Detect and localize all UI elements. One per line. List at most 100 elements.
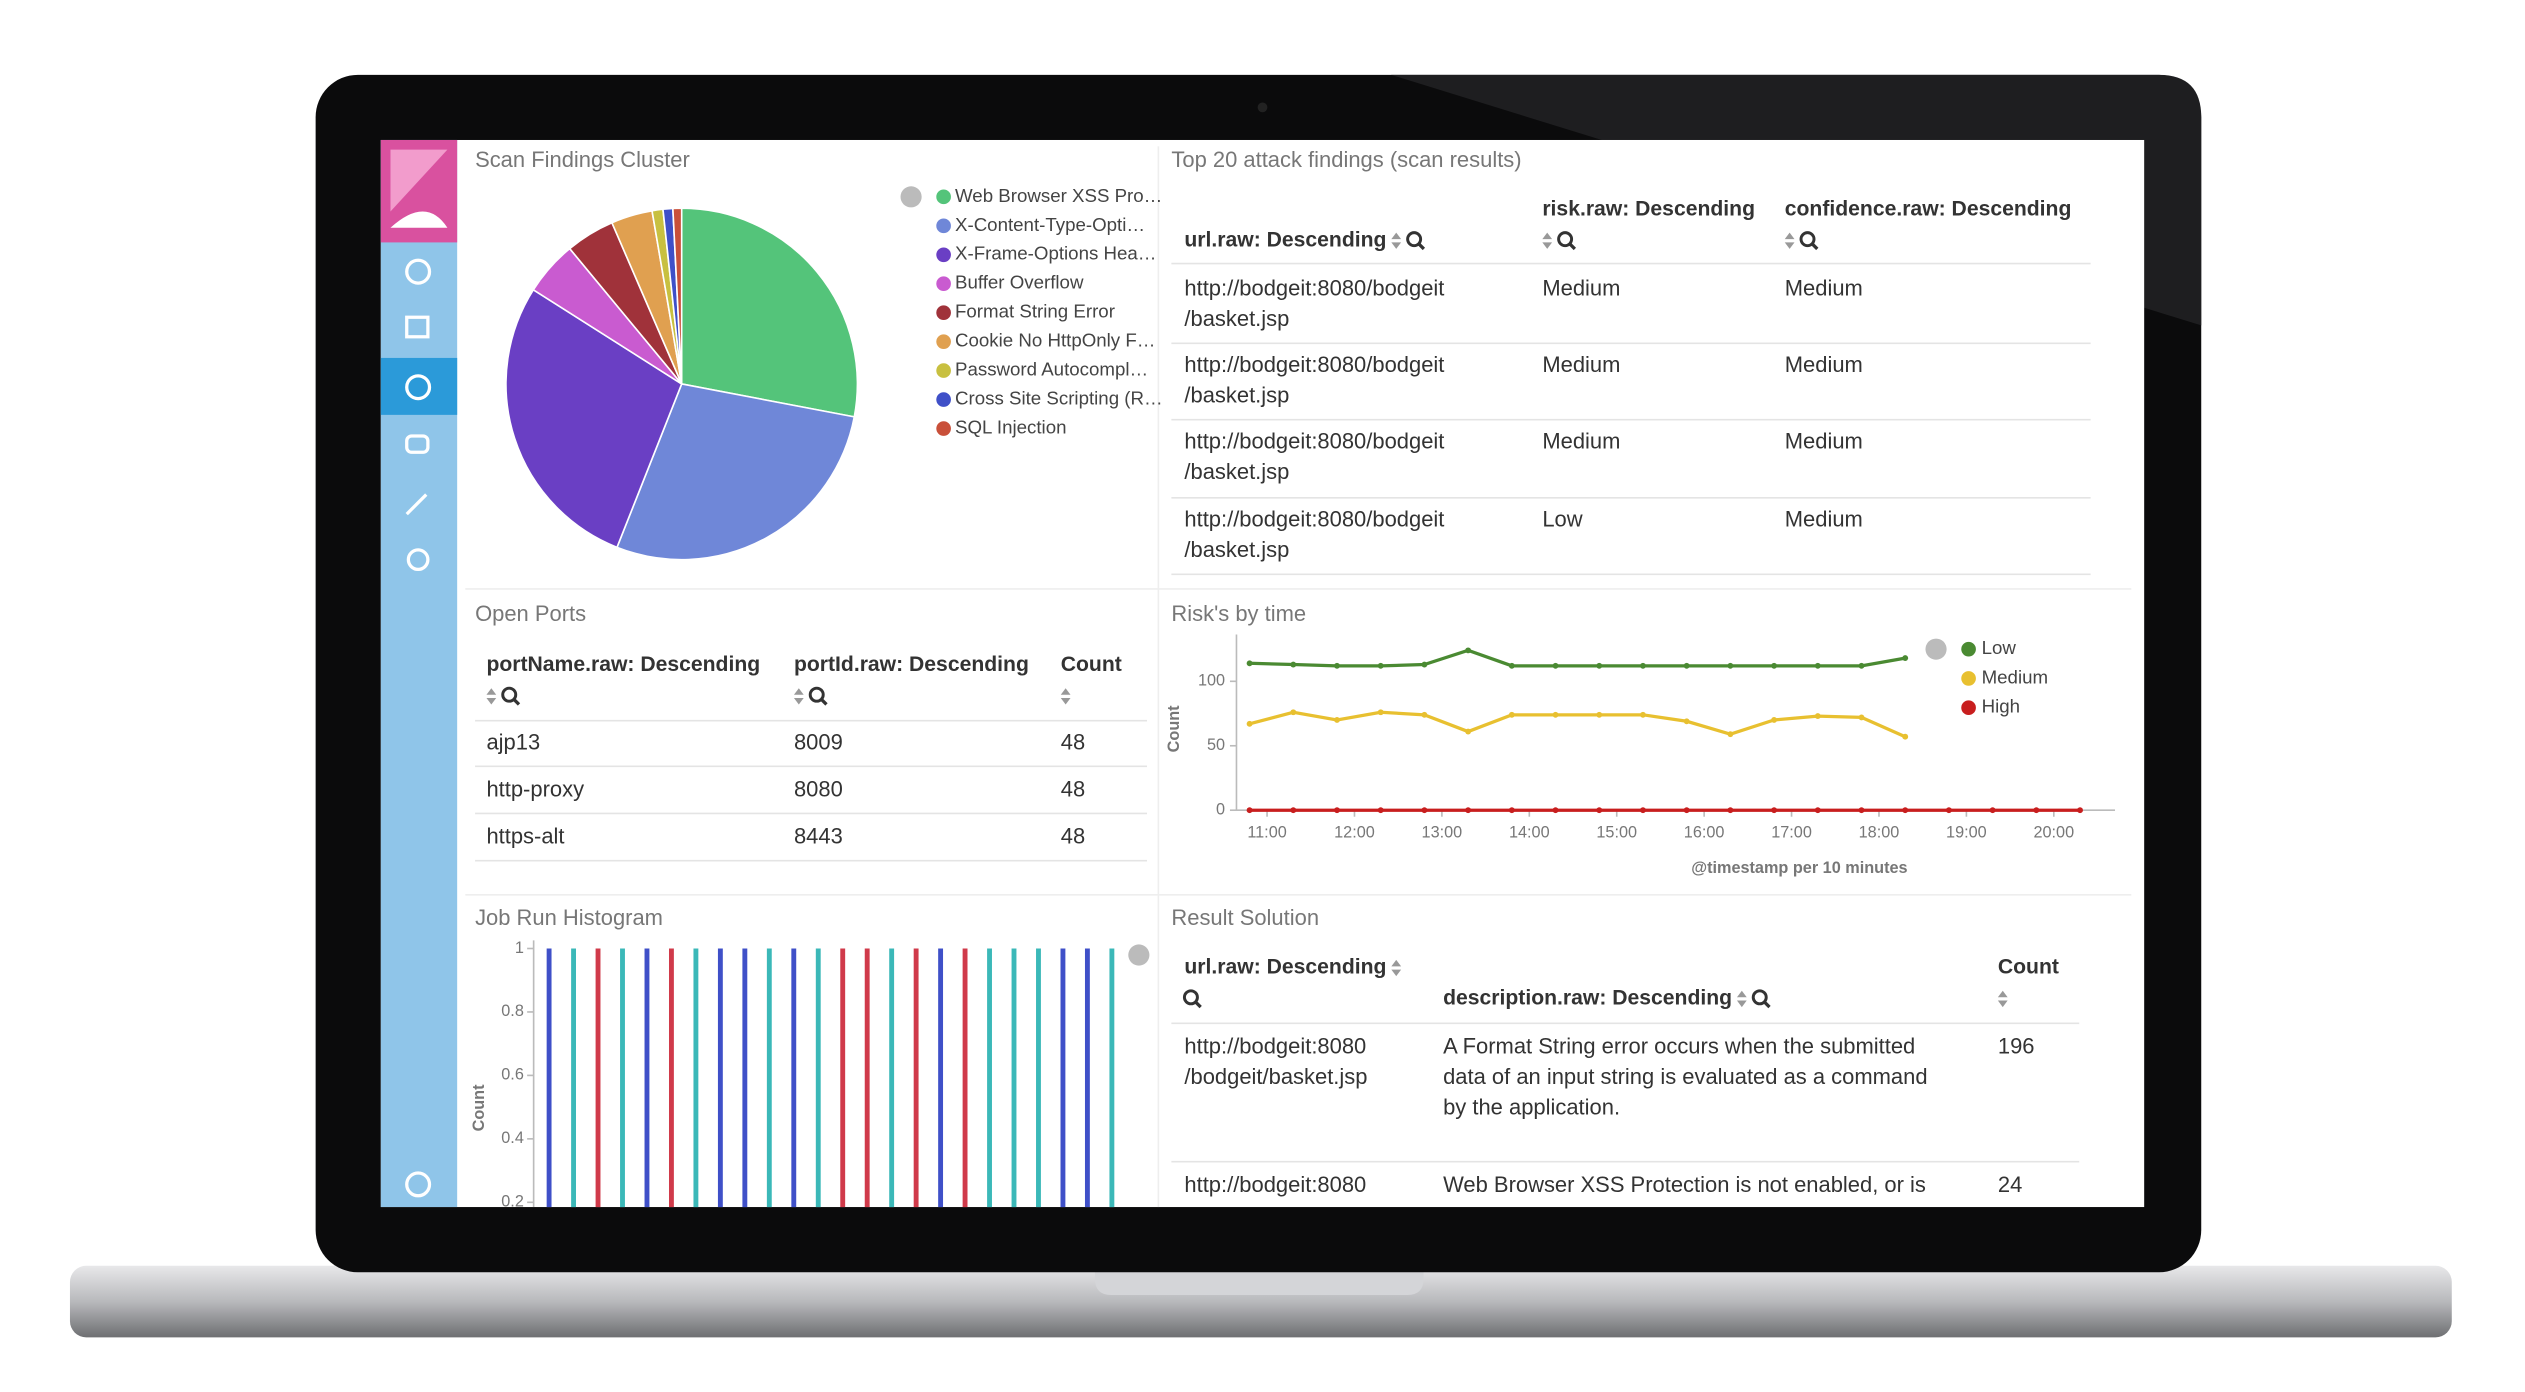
column-header[interactable]: url.raw: Descending: [1184, 228, 1386, 251]
legend-label[interactable]: High: [1982, 696, 2020, 717]
line-point: [1902, 807, 1909, 814]
table-cell: Medium: [1785, 428, 1863, 453]
table-cell: http://bodgeit:8080/bodgeit: [1184, 506, 1444, 531]
line-point: [1334, 717, 1340, 723]
search-icon: [1406, 231, 1423, 248]
line-point: [1377, 807, 1384, 814]
line-point: [1334, 662, 1340, 669]
legend-label[interactable]: Cookie No HttpOnly F…: [955, 330, 1155, 351]
table-cell: 8080: [794, 776, 843, 801]
column-header[interactable]: url.raw: Descending: [1184, 956, 1386, 979]
pie-slice: [680, 207, 859, 418]
legend-toggle[interactable]: [900, 186, 922, 208]
line-point: [1377, 662, 1384, 669]
line-point: [1771, 807, 1778, 814]
table-cell: Medium: [1785, 275, 1863, 300]
x-tick-label: 20:00: [2033, 823, 2074, 841]
table-cell: by the application.: [1443, 1095, 1620, 1120]
sidebar[interactable]: [380, 139, 458, 1208]
laptop-base: [69, 1265, 2452, 1338]
icon-timelion[interactable]: [405, 434, 430, 454]
line-point: [1727, 662, 1734, 669]
icon-visualize[interactable]: [405, 315, 430, 339]
bar: [1036, 948, 1041, 1208]
icon-management[interactable]: [406, 548, 430, 572]
legend-label[interactable]: Low: [1982, 637, 2017, 658]
column-header[interactable]: Count: [1998, 956, 2059, 979]
panel-title: Risk's by time: [1171, 601, 1306, 626]
sort-icon: [1060, 688, 1071, 705]
legend-label[interactable]: Medium: [1982, 666, 2048, 687]
line-point: [1683, 662, 1690, 669]
line-point: [2033, 807, 2040, 814]
table-cell: http://bodgeit:8080: [1184, 1172, 1366, 1197]
y-tick-label: 1: [515, 939, 524, 957]
line-point: [1814, 807, 1821, 814]
line-point: [1421, 711, 1428, 718]
x-tick-label: 19:00: [1946, 823, 1987, 841]
table-cell: https-alt: [486, 824, 564, 849]
icon-devtools[interactable]: [405, 493, 428, 516]
legend-label[interactable]: Format String Error: [955, 301, 1115, 322]
table-cell: 24: [1998, 1172, 2022, 1197]
camera: [1257, 102, 1268, 113]
column-header[interactable]: description.raw: Descending: [1443, 987, 1732, 1010]
bar: [1084, 948, 1090, 1208]
icon-collapse[interactable]: [405, 1171, 432, 1198]
line-point: [1640, 807, 1646, 814]
column-header[interactable]: risk.raw: Descending: [1542, 197, 1755, 220]
legend-swatch: [936, 305, 951, 321]
table-cell: ajp13: [486, 729, 540, 754]
x-tick-label: 18:00: [1859, 823, 1900, 841]
legend-label[interactable]: Cross Site Scripting (R…: [955, 388, 1163, 409]
search-icon: [1182, 989, 1199, 1006]
column-header[interactable]: portId.raw: Descending: [794, 653, 1029, 676]
legend-swatch: [1961, 700, 1976, 716]
legend-label[interactable]: Web Browser XSS Pro…: [955, 185, 1162, 206]
legend-label[interactable]: SQL Injection: [955, 416, 1067, 437]
legend-swatch: [936, 392, 951, 407]
column-header[interactable]: Count: [1061, 653, 1122, 676]
line-point: [1727, 731, 1734, 738]
line-point: [1596, 711, 1603, 718]
line-point: [1640, 711, 1646, 718]
line-point: [1290, 807, 1297, 814]
bar: [766, 948, 772, 1208]
legend-toggle[interactable]: [1128, 944, 1150, 966]
table-cell: /basket.jsp: [1184, 537, 1289, 562]
line-point: [1814, 713, 1821, 720]
x-tick-label: 12:00: [1334, 823, 1375, 841]
legend-label[interactable]: X-Frame-Options Hea…: [955, 243, 1156, 264]
logo-shape: [390, 211, 448, 228]
legend-swatch: [1961, 671, 1976, 686]
line-point: [1421, 807, 1428, 814]
search-icon: [1417, 242, 1426, 251]
table-cell: Web Browser XSS Protection is not enable…: [1443, 1172, 1926, 1197]
legend-swatch: [936, 334, 951, 349]
line-point: [1771, 717, 1778, 723]
table-cell: http-proxy: [486, 776, 584, 801]
table-cell: Medium: [1542, 352, 1620, 377]
column-header[interactable]: confidence.raw: Descending: [1785, 197, 2072, 220]
legend-label[interactable]: X-Content-Type-Opti…: [955, 214, 1145, 235]
table-cell: http://bodgeit:8080/bodgeit: [1184, 275, 1444, 300]
panel-title: Result Solution: [1171, 905, 1319, 930]
legend-label[interactable]: Password Autocompl…: [955, 359, 1148, 380]
icon-dashboard[interactable]: [405, 374, 432, 401]
legend-toggle[interactable]: [1925, 638, 1947, 660]
search-icon: [1194, 1001, 1202, 1009]
sort-icon: [1391, 959, 1402, 977]
legend-swatch: [936, 421, 951, 436]
bar: [644, 948, 650, 1208]
bar: [693, 948, 699, 1208]
legend-label[interactable]: Buffer Overflow: [955, 272, 1084, 293]
pie-slice: [615, 383, 856, 561]
table-cell: 48: [1061, 776, 1085, 801]
line-point: [1771, 662, 1778, 669]
pie-slice: [505, 288, 683, 549]
table-cell: data of an input string is evaluated as …: [1443, 1064, 1927, 1089]
column-header[interactable]: portName.raw: Descending: [486, 653, 760, 676]
icon-discover[interactable]: [405, 258, 432, 285]
table-cell: http://bodgeit:8080/bodgeit: [1184, 428, 1444, 453]
